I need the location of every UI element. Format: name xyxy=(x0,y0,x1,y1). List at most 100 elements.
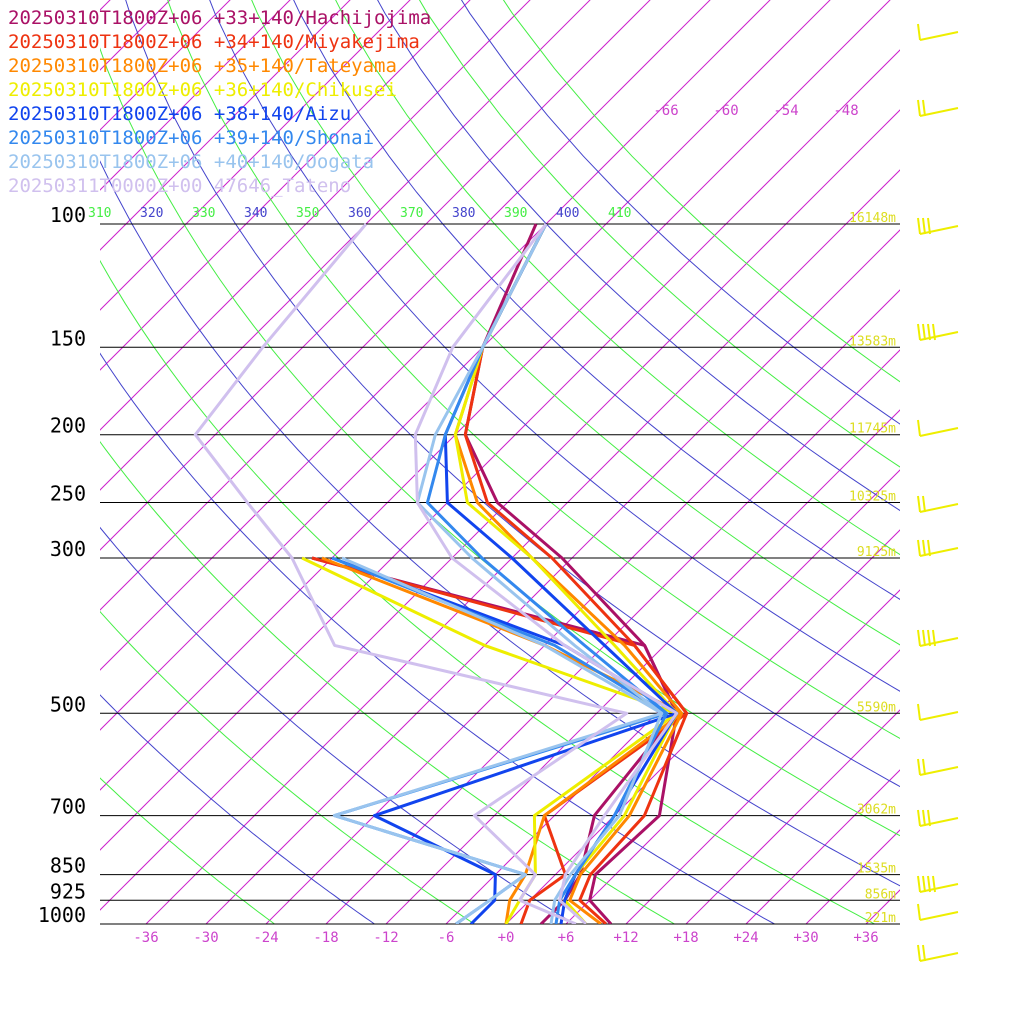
dewpoint-profile-line xyxy=(321,556,684,924)
wind-barb-staff xyxy=(919,331,959,341)
isotherm-line xyxy=(100,0,351,251)
pressure-label: 1000 xyxy=(38,903,86,927)
legend-entry: 20250310T1800Z+06 +36+140/Chikusei xyxy=(8,79,397,101)
dry-adiabat-line xyxy=(100,777,276,924)
wind-barb-feather xyxy=(927,323,931,341)
theta-label: 320 xyxy=(140,206,163,221)
wind-barb-feather xyxy=(917,758,921,776)
dry-adiabat-line xyxy=(377,0,900,512)
wind-barb-feather xyxy=(922,629,926,647)
legend-entry: 20250310T1800Z+06 +35+140/Tateyama xyxy=(8,55,397,77)
wind-barb xyxy=(917,903,959,921)
isotherm-line xyxy=(926,0,1024,924)
wind-barb xyxy=(917,539,959,557)
pressure-label: 500 xyxy=(50,692,86,716)
wind-barb-feather xyxy=(922,809,926,827)
dry-adiabat-line xyxy=(293,0,900,600)
isobar-lines xyxy=(100,223,900,925)
wind-barb-feather xyxy=(917,99,921,117)
wind-barb xyxy=(917,629,959,647)
wind-barb-staff xyxy=(919,31,959,41)
wind-barb-staff xyxy=(919,427,959,437)
height-label: 13583m xyxy=(849,334,896,349)
wind-barb-staff xyxy=(919,711,959,721)
isotherm-line xyxy=(100,0,411,311)
height-label: 16148m xyxy=(849,211,896,226)
temperature-tick-label: -12 xyxy=(373,930,398,946)
wind-barb xyxy=(917,875,959,893)
wind-barb-feather xyxy=(917,809,921,827)
temperature-tick-label: -30 xyxy=(193,930,218,946)
theta-label: 330 xyxy=(192,206,215,221)
isotherm-line xyxy=(100,0,471,371)
theta-label: 400 xyxy=(556,206,579,221)
theta-label: 360 xyxy=(348,206,371,221)
temperature-tick-label: +12 xyxy=(613,930,638,946)
wind-barb-feather xyxy=(922,758,926,776)
temperature-tick-label: +0 xyxy=(498,930,515,946)
isotherm-line xyxy=(986,0,1024,924)
theta-label: 390 xyxy=(504,206,527,221)
wind-barb-feather xyxy=(932,875,936,893)
dry-adiabat-line xyxy=(335,0,900,556)
wind-barb-staff xyxy=(919,503,959,513)
wind-barb xyxy=(917,703,959,721)
wind-barb-feather xyxy=(922,99,926,117)
theta-label: 310 xyxy=(88,206,111,221)
wind-barb-feather xyxy=(922,323,926,341)
theta-label: 350 xyxy=(296,206,319,221)
upper-temperature-label: -48 xyxy=(833,103,858,119)
height-label: 10325m xyxy=(849,490,896,505)
height-label: 221m xyxy=(865,911,896,926)
wind-barb-feather xyxy=(927,875,931,893)
temperature-profile-line xyxy=(415,223,664,924)
isotherm-line xyxy=(100,0,531,431)
wind-barb-feather xyxy=(927,629,931,647)
temperature-tick-label: -6 xyxy=(438,930,455,946)
pressure-label: 150 xyxy=(50,326,86,350)
wind-barb-feather xyxy=(917,944,921,962)
theta-label: 410 xyxy=(608,206,631,221)
pressure-label: 200 xyxy=(50,414,86,438)
legend-entry: 20250310T1800Z+06 +39+140/Shonai xyxy=(8,127,374,149)
wind-barb-feather xyxy=(922,539,926,557)
isotherm-line xyxy=(685,709,900,924)
dry-adiabat-line xyxy=(100,526,576,924)
wind-barb-staff xyxy=(919,911,959,921)
dry-adiabat-line xyxy=(100,610,476,924)
wind-barb-feather xyxy=(922,217,926,235)
dewpoint-profile-line xyxy=(193,223,629,924)
upper-temperature-label: -60 xyxy=(713,103,738,119)
dry-adiabat-line xyxy=(251,0,900,646)
dry-adiabat-line xyxy=(460,0,900,425)
dry-adiabat-line xyxy=(502,0,900,383)
pressure-label: 850 xyxy=(50,854,86,878)
wind-barb-feather xyxy=(917,495,921,513)
temperature-tick-label: +30 xyxy=(793,930,818,946)
wind-barb-staff xyxy=(919,225,959,235)
legend-entry: 20250310T1800Z+06 +38+140/Aizu xyxy=(8,103,351,125)
height-label: 3062m xyxy=(857,803,896,818)
wind-barb xyxy=(917,758,959,776)
wind-barb-staff xyxy=(919,817,959,827)
legend-entry: 20250311T0000Z+00 47646_Tateno xyxy=(8,175,351,197)
pressure-label: 300 xyxy=(50,537,86,561)
pressure-label: 100 xyxy=(50,203,86,227)
isotherm-line xyxy=(100,0,231,131)
temperature-profile-line xyxy=(413,223,679,924)
height-label: 5590m xyxy=(857,700,896,715)
dry-adiabat-line xyxy=(209,0,900,692)
dry-adiabat-line xyxy=(100,47,900,837)
dry-adiabat-line xyxy=(100,352,776,924)
wind-barb-staff xyxy=(919,766,959,776)
wind-barb-staff xyxy=(919,637,959,647)
wind-barb xyxy=(917,323,959,341)
height-label: 856m xyxy=(865,887,896,902)
wind-barb-feather xyxy=(917,323,921,341)
dry-adiabat-line xyxy=(100,440,676,924)
isotherm-line xyxy=(625,649,900,924)
wind-barb-feather xyxy=(922,495,926,513)
wind-barb xyxy=(917,23,959,41)
theta-label: 340 xyxy=(244,206,267,221)
